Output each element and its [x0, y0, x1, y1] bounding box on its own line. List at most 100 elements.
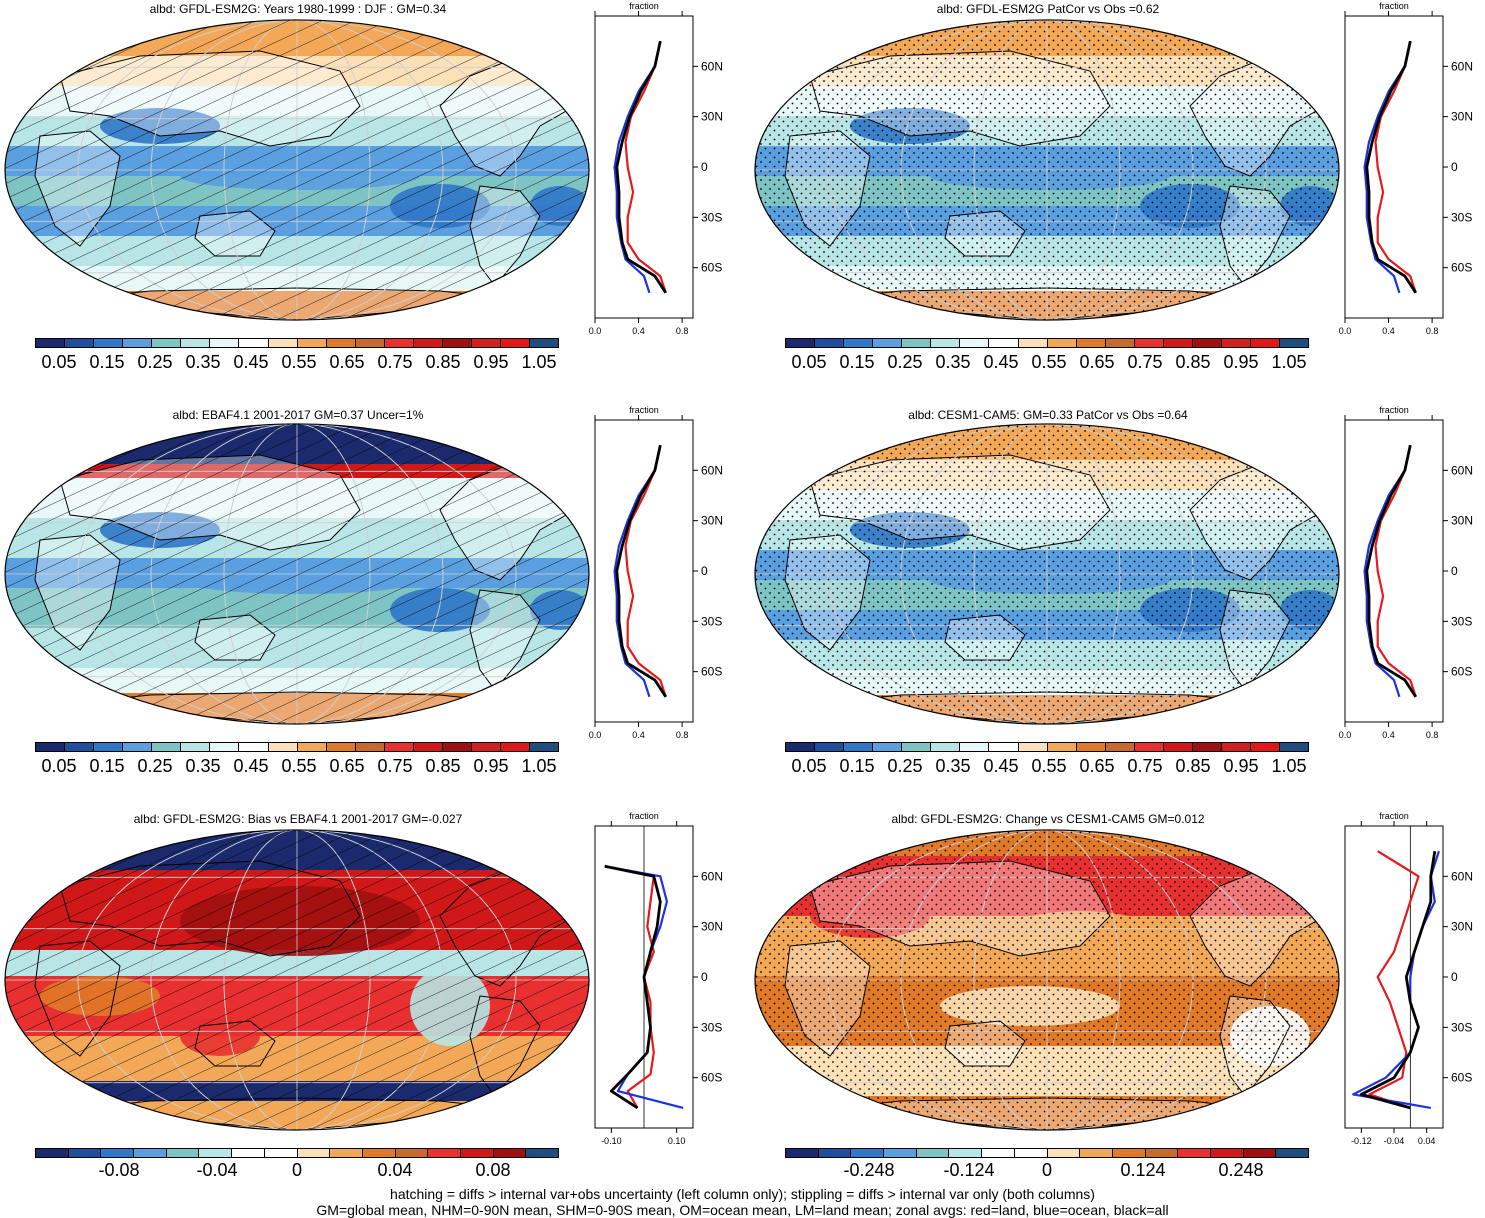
- colorbar-swatch: [873, 743, 903, 751]
- colorbar-tick-label: 0.95: [1223, 756, 1259, 776]
- zonal-x-tick-label: 0.8: [1426, 730, 1439, 740]
- colorbar-swatch: [982, 1149, 1015, 1157]
- zonal-frame: [1344, 15, 1444, 319]
- zonal-lat-tick-label: 60S: [1451, 1071, 1472, 1085]
- zonal-land-line: [1374, 444, 1417, 698]
- colorbar-swatch: [123, 339, 153, 347]
- colorbar-tick-label: 0.05: [791, 352, 827, 372]
- zonal-lat-tick-label: 30N: [1451, 514, 1473, 528]
- colorbar-swatch: [1192, 339, 1222, 347]
- colorbar-swatch: [1243, 1149, 1277, 1157]
- colorbar-tick-label: 0.45: [983, 352, 1019, 372]
- colorbar-tick-label: 0.65: [1079, 352, 1115, 372]
- zonal-lat-tick-label: 30N: [701, 110, 723, 124]
- zonal-ocean-line: [1363, 40, 1412, 294]
- colorbar-swatch: [134, 1149, 167, 1157]
- colorbar-swatch: [1080, 1149, 1113, 1157]
- zonal-lat-tick-label: 30N: [701, 920, 723, 934]
- colorbar-swatch: [330, 1149, 363, 1157]
- zonal-title: fraction: [629, 405, 659, 415]
- colorbar-swatch: [123, 743, 153, 751]
- colorbar-swatch: [902, 743, 932, 751]
- zonal-lat-tick-label: 60S: [1451, 261, 1472, 275]
- zonal-lat-tick-label: 0: [701, 970, 708, 984]
- colorbar-tick-label: -0.124: [943, 1160, 995, 1180]
- map-field: [4, 423, 589, 725]
- colorbar-tick-label: 0.25: [887, 352, 923, 372]
- colorbar-swatch: [1178, 1149, 1211, 1157]
- zonal-lat-tick-label: 0: [1451, 160, 1458, 174]
- colorbar-tick-label: -0.248: [843, 1160, 895, 1180]
- colorbar-swatch: [844, 339, 874, 347]
- zonal-ocean-line: [613, 444, 662, 698]
- zonal-lat-tick-label: 60S: [1451, 665, 1472, 679]
- zonal-x-tick-label: -0.04: [1384, 1136, 1405, 1146]
- colorbar-tick-label: 0.75: [1127, 756, 1163, 776]
- zonal-lat-tick-label: 60N: [1451, 59, 1473, 73]
- colorbar-swatch: [181, 743, 211, 751]
- colorbar-tick-label: 0.15: [89, 352, 125, 372]
- colorbar-swatch: [786, 1149, 819, 1157]
- map-field: [754, 19, 1339, 321]
- colorbar-swatch: [166, 1149, 200, 1157]
- zonal-lat-tick-label: 60N: [701, 463, 723, 477]
- colorbar-swatch: [1280, 743, 1309, 751]
- colorbar-swatch: [65, 743, 95, 751]
- zonal-lat-tick-label: 60N: [1451, 869, 1473, 883]
- colorbar-swatch: [471, 743, 501, 751]
- panel-title-6: albd: GFDL-ESM2G: Change vs CESM1-CAM5 G…: [891, 812, 1205, 826]
- map-panel-2: [754, 19, 1340, 321]
- colorbar-swatch: [210, 743, 240, 751]
- colorbar-swatch: [94, 743, 124, 751]
- colorbar-tick-label: 0.35: [935, 756, 971, 776]
- zonal-x-tick-label: -0.12: [1351, 1136, 1372, 1146]
- zonal-lat-tick-label: 30N: [1451, 110, 1473, 124]
- zonal-land-line: [1374, 40, 1417, 294]
- zonal-x-tick-label: 0.4: [632, 730, 645, 740]
- colorbar-tick-label: 0.25: [137, 352, 173, 372]
- zonal-title: fraction: [1379, 1, 1409, 11]
- colorbar-swatch: [902, 339, 932, 347]
- colorbar-swatch: [362, 1149, 396, 1157]
- colorbar-swatch: [101, 1149, 135, 1157]
- zonal-lat-tick-label: 0: [1451, 970, 1458, 984]
- zonal-lat-tick-label: 60S: [701, 1071, 722, 1085]
- colorbar-swatch: [181, 339, 211, 347]
- colorbar-4: [785, 742, 1309, 752]
- colorbar-swatch: [199, 1149, 233, 1157]
- hatching-overlay: [4, 19, 589, 321]
- colorbar-swatch: [1163, 743, 1193, 751]
- colorbar-tick-label: 0.25: [137, 756, 173, 776]
- colorbar-tick-label: 0.25: [887, 756, 923, 776]
- colorbar-swatch: [526, 1149, 558, 1157]
- colorbar-swatch: [989, 339, 1019, 347]
- zonal-lat-tick-label: 60S: [701, 665, 722, 679]
- colorbar-swatch: [1047, 743, 1077, 751]
- colorbar-swatch: [1192, 743, 1222, 751]
- zonal-land-line: [624, 40, 667, 294]
- colorbar-swatch: [1076, 339, 1106, 347]
- colorbar-tick-label: 0: [291, 1160, 303, 1180]
- zonal-ocean-line: [613, 40, 662, 294]
- colorbar-swatch: [442, 743, 472, 751]
- zonal-title: fraction: [629, 811, 659, 821]
- zonal-all-line: [615, 40, 667, 294]
- zonal-lat-tick-label: 30S: [701, 614, 722, 628]
- colorbar-tick-label: 0.95: [473, 756, 509, 776]
- colorbar-swatch: [1134, 339, 1164, 347]
- zonal-x-tick-label: 0.4: [1382, 326, 1395, 336]
- zonal-x-tick-label: 0.8: [676, 730, 689, 740]
- colorbar-swatch: [471, 339, 501, 347]
- zonal-lat-tick-label: 30S: [1451, 1020, 1472, 1034]
- colorbar-swatch: [1112, 1149, 1146, 1157]
- colorbar-tick-label: 0.04: [377, 1160, 413, 1180]
- colorbar-swatch: [1105, 743, 1135, 751]
- colorbar-swatch: [413, 743, 443, 751]
- colorbar-swatch: [960, 743, 990, 751]
- zonal-land-line: [604, 865, 655, 1109]
- colorbar-swatch: [931, 339, 961, 347]
- colorbar-swatch: [239, 339, 269, 347]
- colorbar-tick-label: 0.65: [329, 352, 365, 372]
- colorbar-tick-label: 0.05: [41, 756, 77, 776]
- colorbar-swatch: [931, 743, 961, 751]
